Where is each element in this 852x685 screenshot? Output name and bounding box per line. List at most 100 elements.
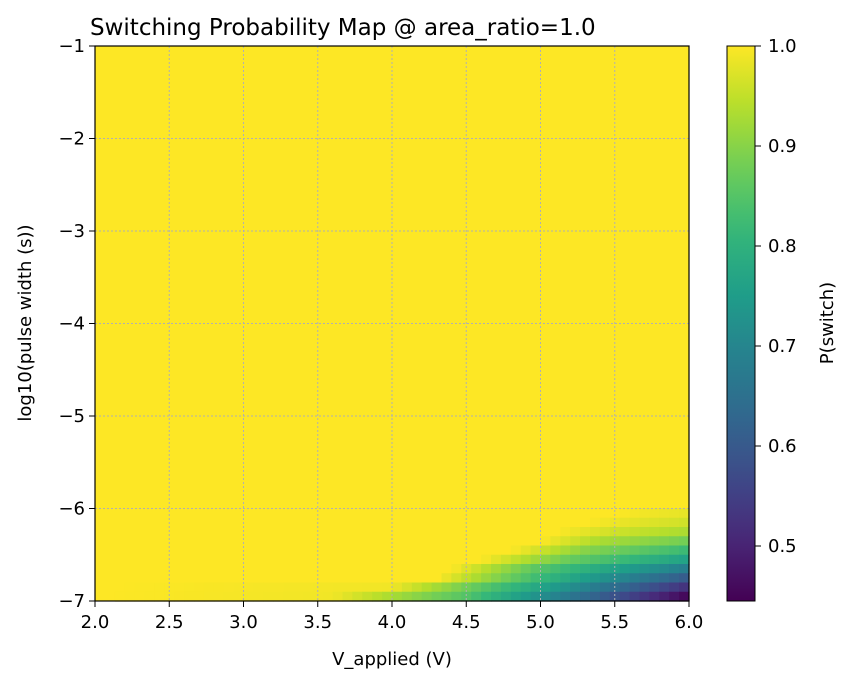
heatmap-cell: [471, 591, 482, 602]
heatmap-cell: [560, 545, 571, 556]
heatmap-cell: [679, 591, 690, 602]
heatmap-cell: [451, 591, 462, 602]
heatmap-cell: [619, 536, 631, 547]
heatmap-cell: [570, 582, 581, 593]
heatmap-cell: [352, 582, 363, 593]
heatmap-cell: [580, 545, 591, 556]
y-tick-label: −3: [58, 221, 85, 242]
heatmap-cell: [154, 591, 165, 602]
x-axis: 2.0 2.5 3.0 3.5 4.0 4.5 5.0 5.5 6.0: [81, 601, 704, 633]
heatmap-cell: [679, 564, 690, 574]
heatmap-cell: [639, 591, 650, 602]
heatmap-cell: [669, 517, 680, 528]
heatmap-cell: [203, 582, 215, 593]
heatmap-cell: [293, 591, 304, 602]
heatmap-cell: [570, 573, 581, 584]
heatmap-cell: [669, 527, 680, 537]
heatmap-cell: [273, 582, 284, 593]
heatmap-cell: [332, 591, 344, 602]
heatmap-cell: [510, 564, 522, 574]
heatmap-cell: [223, 591, 235, 602]
heatmap-cell: [580, 582, 591, 593]
y-tick-label: −4: [58, 314, 85, 335]
heatmap-cell: [570, 564, 581, 574]
heatmap-cell: [441, 591, 452, 602]
colorbar-tick-label: 0.5: [768, 536, 797, 557]
heatmap-cell: [233, 591, 245, 602]
heatmap-cell: [590, 573, 601, 584]
y-axis: −1 −2 −3 −4 −5 −6 −7: [58, 36, 95, 612]
colorbar-tick-label: 0.8: [768, 236, 797, 257]
heatmap-cell: [510, 545, 522, 556]
heatmap-cell: [382, 582, 393, 593]
x-tick-label: 5.0: [526, 612, 555, 633]
heatmap-cell: [619, 554, 631, 565]
heatmap-cell: [679, 554, 690, 565]
heatmap-cell: [421, 582, 433, 593]
heatmap-cell: [560, 564, 571, 574]
y-tick-label: −2: [58, 129, 85, 150]
heatmap-cell: [649, 591, 660, 602]
y-tick-label: −6: [58, 499, 85, 520]
grid-lines: [95, 46, 689, 601]
heatmap-cell: [590, 527, 601, 537]
heatmap-cell: [372, 591, 383, 602]
heatmap-cell: [471, 564, 482, 574]
heatmap-cell: [639, 545, 650, 556]
heatmap-cell: [599, 564, 611, 574]
heatmap-cell: [223, 582, 235, 593]
heatmap-cell: [500, 554, 512, 565]
heatmap-cell: [283, 591, 294, 602]
heatmap-cell: [520, 582, 532, 593]
heatmap-cell: [590, 536, 601, 547]
heatmap-cell: [679, 527, 690, 537]
heatmap-cell: [520, 554, 532, 565]
heatmap-cell: [352, 591, 363, 602]
heatmap-cell: [580, 564, 591, 574]
heatmap-cell: [253, 582, 264, 593]
heatmap-cell: [164, 591, 175, 602]
heatmap-cell: [580, 527, 591, 537]
heatmap-cell: [233, 582, 245, 593]
heatmap-cell: [619, 582, 631, 593]
heatmap-cell: [510, 573, 522, 584]
x-tick-label: 6.0: [675, 612, 704, 633]
heatmap-cell: [570, 591, 581, 602]
heatmap-cell: [461, 591, 472, 602]
heatmap-cell: [293, 582, 304, 593]
heatmap-cell: [481, 582, 492, 593]
heatmap-cell: [540, 573, 551, 584]
heatmap-cell: [491, 554, 502, 565]
heatmap-cell: [431, 582, 443, 593]
heatmap-cell: [342, 591, 353, 602]
heatmap-cell: [659, 508, 670, 519]
heatmap-cell: [530, 545, 542, 556]
heatmap-cell: [599, 582, 611, 593]
heatmap-cell: [124, 591, 136, 602]
heatmap-cell: [540, 564, 551, 574]
heatmap-cell: [302, 591, 314, 602]
x-tick-label: 4.0: [378, 612, 407, 633]
heatmap-cell: [550, 591, 561, 602]
heatmap-cell: [114, 591, 126, 602]
heatmap-cell: [500, 564, 512, 574]
colorbar-tick-label: 0.6: [768, 436, 797, 457]
heatmap-cell: [451, 582, 462, 593]
heatmap-cell: [283, 582, 294, 593]
heatmap-cell: [619, 591, 631, 602]
heatmap-cell: [491, 582, 502, 593]
heatmap-cell: [530, 582, 542, 593]
heatmap-cell: [510, 591, 522, 602]
x-tick-label: 3.0: [229, 612, 258, 633]
heatmap-cell: [619, 564, 631, 574]
heatmap-cell: [411, 582, 423, 593]
heatmap-cell: [401, 591, 413, 602]
heatmap-cell: [540, 545, 551, 556]
heatmap-cell: [599, 545, 611, 556]
y-axis-label: log10(pulse width (s)): [15, 224, 36, 421]
heatmap-cell: [491, 573, 502, 584]
heatmap-cell: [510, 554, 522, 565]
heatmap-cell: [441, 573, 452, 584]
heatmap-cell: [679, 545, 690, 556]
heatmap-cell: [411, 591, 423, 602]
